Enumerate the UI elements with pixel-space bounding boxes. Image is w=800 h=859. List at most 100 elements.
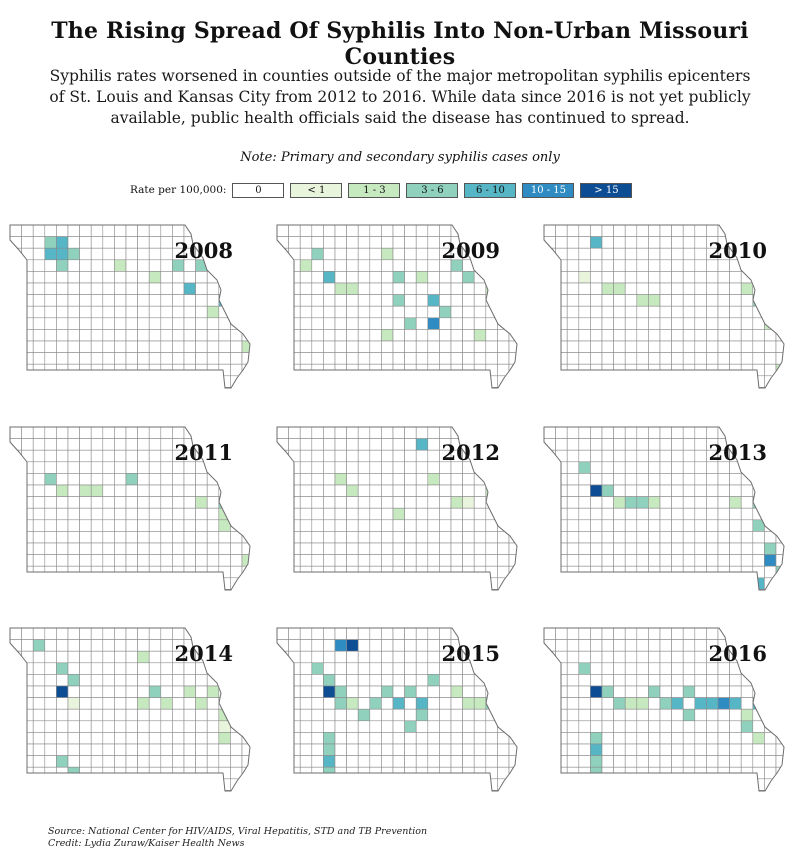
- county: [114, 271, 127, 284]
- county: [462, 387, 475, 388]
- county: [102, 554, 115, 567]
- county: [323, 542, 336, 555]
- county: [508, 271, 517, 284]
- county: [277, 778, 289, 791]
- county: [230, 427, 243, 439]
- county: [775, 577, 784, 590]
- county: [369, 473, 382, 486]
- county: [102, 778, 115, 791]
- county: [636, 542, 649, 555]
- map-year-label: 2012: [441, 440, 500, 465]
- county: [183, 674, 196, 687]
- county: [241, 507, 250, 521]
- county: [764, 589, 777, 590]
- county: [404, 305, 417, 319]
- county: [67, 628, 80, 640]
- county: [775, 662, 784, 675]
- county: [648, 531, 661, 544]
- county: [172, 375, 185, 388]
- county: [160, 589, 173, 590]
- county: [346, 628, 359, 640]
- county: [32, 743, 46, 756]
- county: [206, 317, 220, 330]
- county: [102, 271, 115, 284]
- county: [56, 577, 69, 590]
- county: [195, 685, 208, 698]
- county: [566, 720, 580, 733]
- county: [299, 720, 313, 733]
- county: [671, 519, 684, 532]
- county: [218, 271, 231, 284]
- county: [694, 628, 707, 640]
- county: [729, 531, 742, 544]
- county: [415, 674, 429, 687]
- missouri-map-svg: [276, 426, 518, 591]
- county: [346, 755, 359, 768]
- county: [311, 674, 324, 687]
- county: [277, 542, 289, 555]
- county: [67, 340, 80, 353]
- county: [706, 674, 719, 687]
- county: [125, 305, 138, 319]
- county: [682, 628, 696, 640]
- county: [566, 708, 580, 722]
- county: [392, 387, 405, 388]
- county: [694, 674, 707, 687]
- county: [717, 542, 730, 555]
- county: [706, 225, 719, 237]
- county: [764, 755, 777, 768]
- county: [659, 282, 672, 295]
- county: [10, 554, 22, 567]
- county: [21, 438, 34, 451]
- county: [79, 427, 92, 439]
- county: [67, 708, 80, 722]
- county: [427, 352, 440, 365]
- county: [590, 496, 603, 509]
- county: [323, 778, 336, 791]
- county: [590, 790, 603, 791]
- county: [183, 484, 196, 497]
- county: [44, 352, 57, 365]
- county: [601, 755, 614, 768]
- county: [125, 531, 138, 544]
- county: [10, 720, 22, 733]
- county: [357, 685, 371, 698]
- county: [450, 778, 463, 791]
- county: [90, 650, 104, 664]
- county: [10, 247, 22, 261]
- county: [648, 732, 661, 745]
- county: [230, 340, 243, 353]
- county: [544, 484, 556, 497]
- county: [241, 542, 250, 555]
- county: [566, 778, 580, 791]
- county: [775, 743, 784, 756]
- county: [206, 329, 220, 342]
- county: [44, 329, 57, 342]
- county: [10, 294, 22, 307]
- county: [717, 577, 730, 590]
- county: [427, 790, 440, 791]
- county: [659, 449, 672, 463]
- county: [601, 305, 614, 319]
- county: [183, 496, 196, 509]
- county: [79, 507, 92, 521]
- county: [752, 352, 765, 365]
- county: [706, 484, 719, 497]
- county: [172, 271, 185, 284]
- county: [404, 732, 417, 745]
- county: [160, 484, 173, 497]
- county: [323, 639, 336, 652]
- county: [706, 531, 719, 544]
- county: [775, 438, 784, 451]
- county: [137, 577, 150, 590]
- county: [10, 352, 22, 365]
- county: [415, 697, 429, 710]
- county: [473, 743, 487, 756]
- county: [555, 225, 568, 237]
- county: [160, 577, 173, 590]
- county: [381, 685, 394, 698]
- county: [218, 790, 231, 791]
- legend-item-4: 6 - 10: [464, 182, 517, 198]
- county: [148, 236, 162, 249]
- county: [195, 387, 208, 388]
